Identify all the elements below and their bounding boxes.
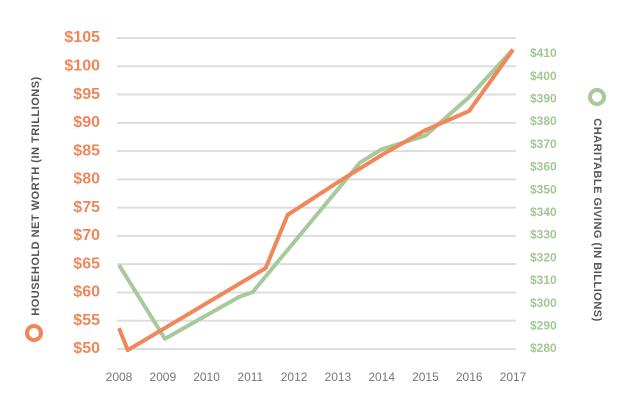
y2-tick-label: $370: [530, 137, 557, 151]
series-line: [117, 47, 515, 341]
x-tick-label: 2012: [281, 370, 308, 384]
y2-tick-label: $410: [530, 46, 557, 60]
x-tick-label: 2017: [500, 370, 527, 384]
y2-tick-label: $280: [530, 341, 557, 355]
y-axis-title: HOUSEHOLD NET WORTH (IN TRILLIONS): [30, 76, 42, 315]
series-line: [117, 48, 515, 353]
x-tick-label: 2013: [325, 370, 352, 384]
y-tick-label: $75: [73, 199, 100, 216]
y-tick-label: $105: [64, 29, 100, 46]
legend-marker: [588, 88, 606, 106]
y2-tick-label: $290: [530, 318, 557, 332]
legend-marker: [25, 324, 43, 342]
y2-tick-label: $390: [530, 91, 557, 105]
x-tick-label: 2008: [106, 370, 133, 384]
y2-tick-label: $310: [530, 273, 557, 287]
y-tick-label: $65: [73, 255, 100, 272]
y-tick-label: $80: [73, 171, 100, 188]
x-tick-label: 2014: [368, 370, 395, 384]
y-tick-label: $90: [73, 114, 100, 131]
y2-tick-label: $330: [530, 228, 557, 242]
y2-tick-label: $320: [530, 250, 557, 264]
y-tick-label: $70: [73, 227, 100, 244]
y-tick-label: $60: [73, 284, 100, 301]
x-tick-label: 2016: [456, 370, 483, 384]
x-tick-label: 2010: [193, 370, 220, 384]
y2-tick-label: $300: [530, 296, 557, 310]
y-tick-label: $95: [73, 86, 100, 103]
y2-axis-title: CHARITABLE GIVING (IN BILLIONS): [591, 118, 603, 322]
y2-tick-label: $340: [530, 205, 557, 219]
x-tick-label: 2009: [149, 370, 176, 384]
y2-tick-label: $360: [530, 160, 557, 174]
y-tick-label: $85: [73, 142, 100, 159]
y2-tick-label: $400: [530, 69, 557, 83]
y-tick-label: $50: [73, 340, 100, 357]
x-tick-label: 2011: [237, 370, 263, 384]
y-tick-label: $100: [64, 57, 100, 74]
y2-tick-label: $380: [530, 114, 557, 128]
y-tick-label: $55: [73, 312, 100, 329]
x-tick-label: 2015: [412, 370, 439, 384]
y2-tick-label: $350: [530, 182, 557, 196]
